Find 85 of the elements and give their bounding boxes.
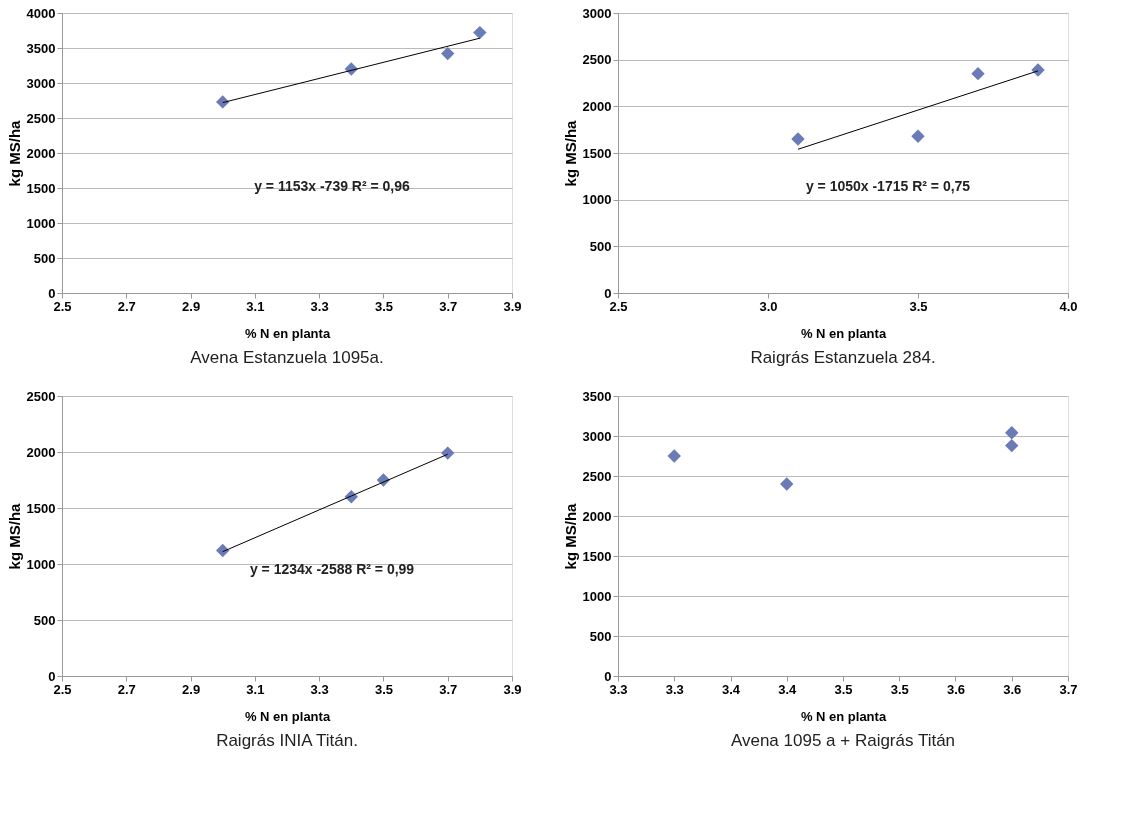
point <box>791 132 805 146</box>
y-tick-label: 1500 <box>582 548 612 564</box>
x-tick-label: 3.1 <box>246 298 265 314</box>
y-tick-label: 500 <box>33 250 56 266</box>
x-tick-label: 3.4 <box>721 681 741 697</box>
y-tick-label: 0 <box>48 285 56 301</box>
y-tick-label: 500 <box>589 238 612 254</box>
x-tick-label: 3.3 <box>310 298 329 314</box>
text: Raigrás Estanzuela 284. <box>750 348 936 367</box>
y-tick-label: 2000 <box>26 145 56 161</box>
x-tick-label: 2.5 <box>609 298 628 314</box>
y-tick-label: 1500 <box>26 180 56 196</box>
y-tick-label: 1000 <box>26 215 56 231</box>
x-tick-label: 3.1 <box>246 681 265 697</box>
x-tick-label: 2.7 <box>117 681 136 697</box>
x-tick-label: 3.0 <box>759 298 778 314</box>
y-tick-label: 2500 <box>582 52 612 68</box>
x-tick-label: 3.3 <box>665 681 684 697</box>
point <box>441 46 455 61</box>
y-tick-label: 4000 <box>26 5 56 21</box>
y-tick-label: 3000 <box>582 5 612 21</box>
y-tick-label: 500 <box>33 612 56 628</box>
x-tick-label: 3.5 <box>834 681 853 697</box>
x-tick-label: 3.7 <box>1059 681 1078 697</box>
y-tick-label: 2500 <box>26 388 56 404</box>
point <box>911 129 925 143</box>
point <box>667 449 681 463</box>
x-tick-label: 4.0 <box>1059 298 1078 314</box>
y-tick-label: 2000 <box>582 98 612 114</box>
point <box>1005 426 1019 440</box>
x-tick-label: 3.5 <box>374 298 393 314</box>
y-tick-label: 2000 <box>582 508 612 524</box>
y-tick-label: 1500 <box>26 500 56 516</box>
text: Avena Estanzuela 1095a. <box>190 348 384 367</box>
y-tick-label: 0 <box>604 668 612 684</box>
x-tick-label: 3.7 <box>439 681 458 697</box>
x-tick-label: 3.5 <box>374 681 393 697</box>
y-tick-label: 1500 <box>582 145 612 161</box>
y-tick-label: 3500 <box>26 40 56 56</box>
y-tick-label: 1000 <box>26 556 56 572</box>
text: Raigrás INIA Titán. <box>216 731 358 750</box>
x-tick-label: 3.6 <box>946 681 966 697</box>
point <box>971 66 985 81</box>
y-tick-label: 3000 <box>26 75 56 91</box>
y-tick-label: 2000 <box>26 444 56 460</box>
text: Avena 1095 a + Raigrás Titán <box>730 731 956 750</box>
x-tick-label: 3.3 <box>310 681 329 697</box>
annotation: y = 1153x -739 R² = 0,96 <box>254 177 411 194</box>
y-axis-title: kg MS/ha <box>5 502 23 570</box>
y-tick-label: 500 <box>589 628 612 644</box>
x-tick-label: 3.6 <box>1003 681 1022 697</box>
x-tick-label: 3.3 <box>609 681 628 697</box>
y-tick-label: 3000 <box>582 428 612 444</box>
x-tick-label: 2.9 <box>182 298 201 314</box>
y-tick-label: 3500 <box>582 388 612 404</box>
y-tick-label: 2500 <box>582 468 612 484</box>
y-tick-label: 2500 <box>26 110 56 126</box>
x-tick-label: 3.7 <box>439 298 458 314</box>
point <box>1005 438 1019 453</box>
y-tick-label: 1000 <box>582 192 612 208</box>
point <box>473 25 487 40</box>
x-axis-title: % N en planta <box>244 708 331 724</box>
x-tick-label: 3.9 <box>503 681 522 697</box>
y-tick-label: 1000 <box>582 588 612 604</box>
x-axis-title: % N en planta <box>800 325 887 341</box>
y-tick-label: 0 <box>604 285 612 301</box>
y-tick-label: 0 <box>48 668 56 684</box>
y-axis-title: kg MS/ha <box>561 119 579 187</box>
x-tick-label: 2.5 <box>53 298 72 314</box>
point <box>441 446 455 460</box>
x-axis-title: % N en planta <box>800 708 887 724</box>
point <box>216 95 230 109</box>
x-tick-label: 2.7 <box>117 298 136 314</box>
x-tick-label: 3.9 <box>503 298 522 314</box>
x-tick-label: 2.9 <box>182 681 201 697</box>
x-tick-label: 3.5 <box>890 681 909 697</box>
x-axis-title: % N en planta <box>244 325 331 341</box>
y-axis-title: kg MS/ha <box>5 119 23 187</box>
x-tick-label: 3.4 <box>778 681 798 697</box>
x-tick-label: 2.5 <box>53 681 72 697</box>
annotation: y = 1234x -2588 R² = 0,99 <box>249 560 415 577</box>
y-axis-title: kg MS/ha <box>561 502 579 570</box>
point <box>780 477 794 491</box>
annotation: y = 1050x -1715 R² = 0,75 <box>805 177 971 194</box>
x-tick-label: 3.5 <box>909 298 928 314</box>
